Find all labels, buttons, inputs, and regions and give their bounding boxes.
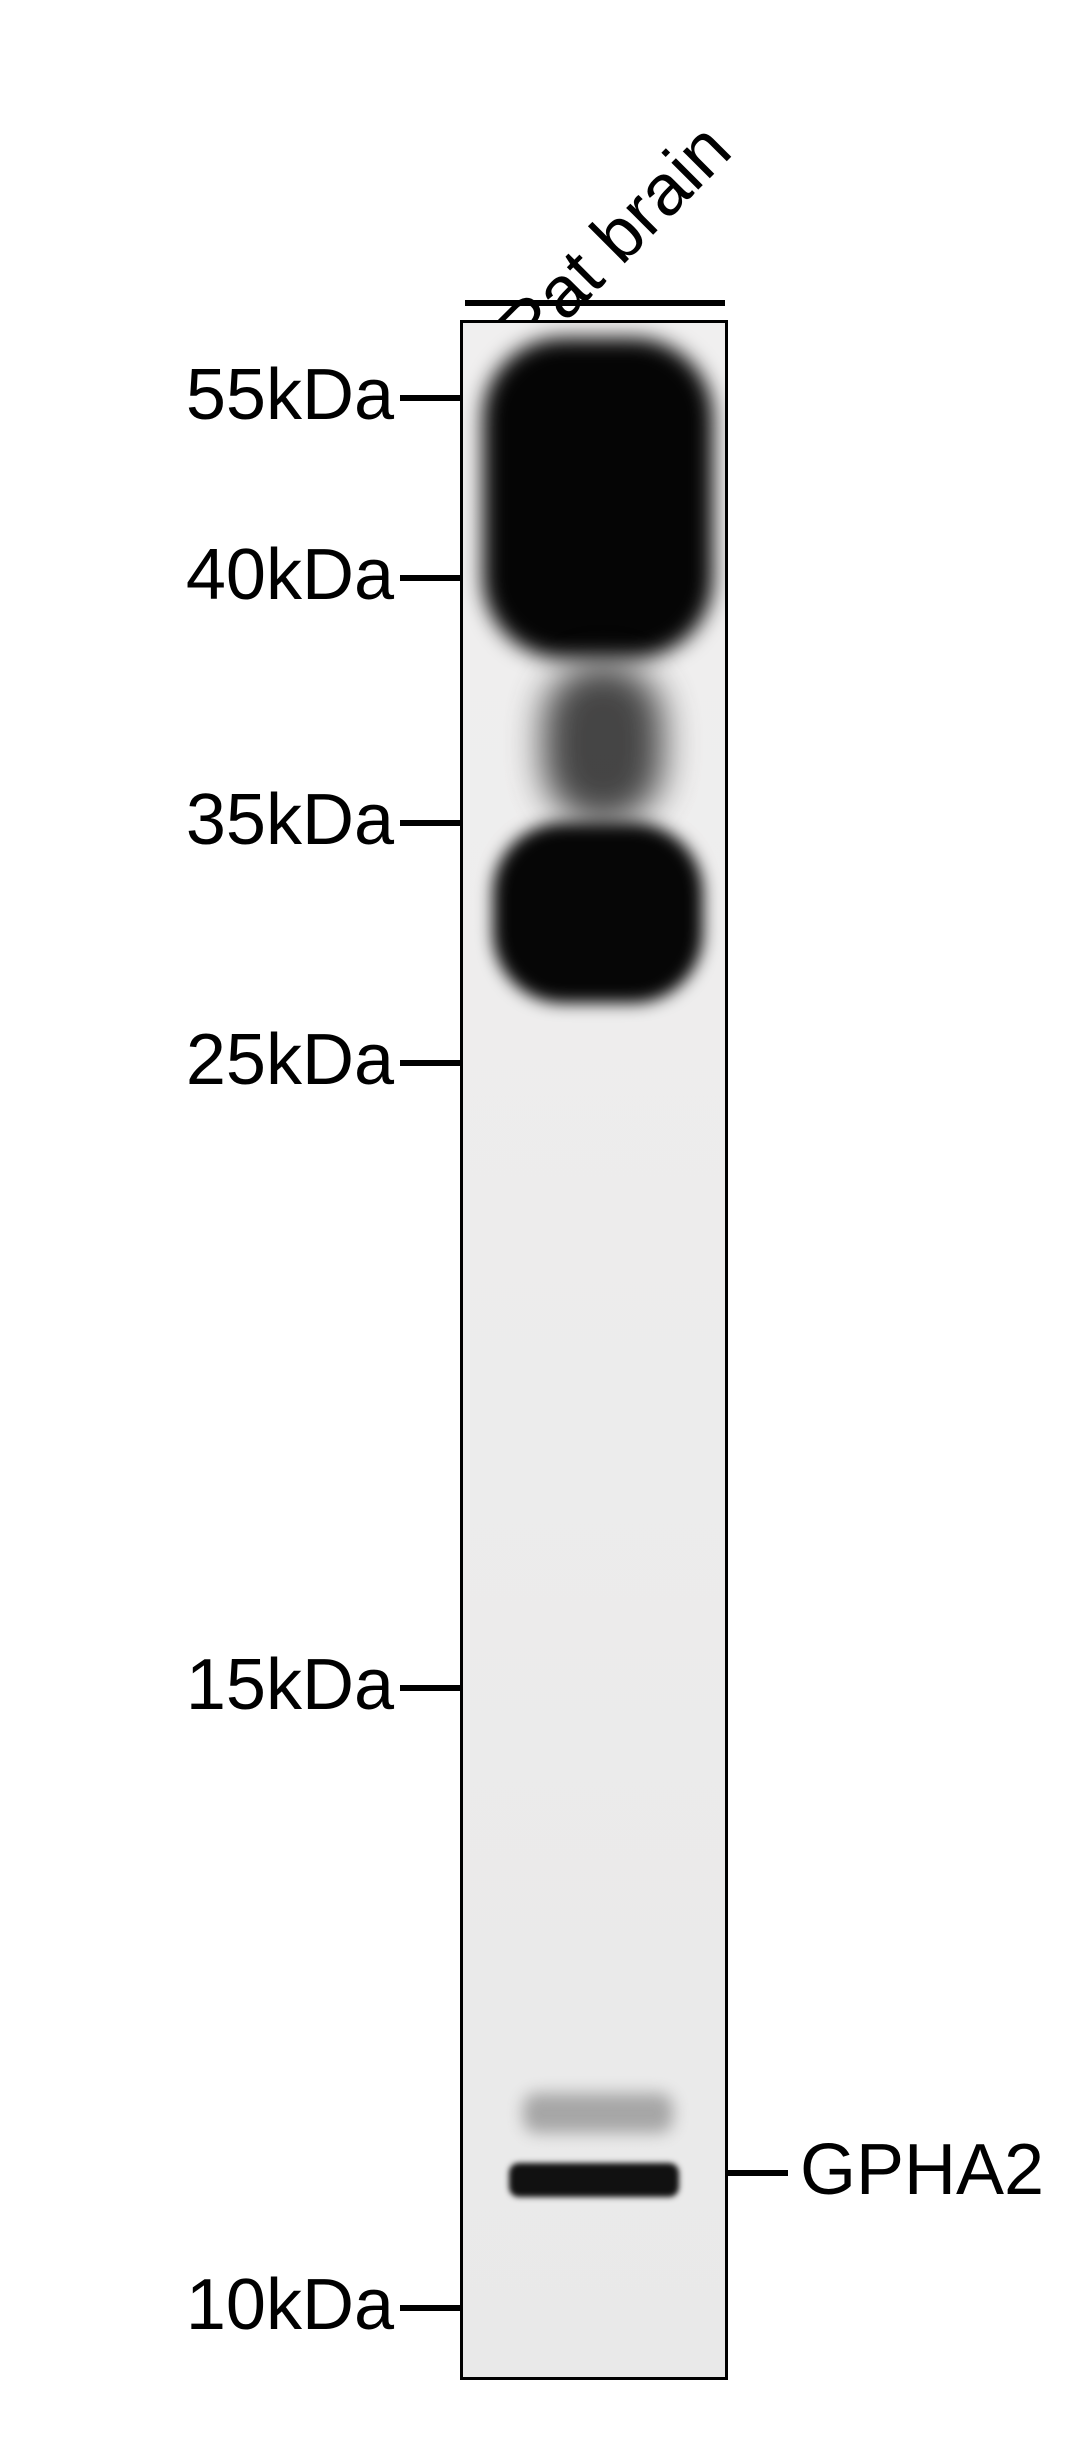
blot-band (483, 338, 713, 658)
mw-label: 55kDa (114, 359, 394, 431)
mw-tick (400, 1060, 460, 1066)
western-blot-figure: Rat brain 55kDa40kDa35kDa25kDa15kDa10kDa… (0, 0, 1080, 2439)
lane-underline (465, 300, 725, 306)
target-tick (728, 2170, 788, 2176)
mw-label: 10kDa (114, 2269, 394, 2341)
target-label: GPHA2 (800, 2134, 1044, 2206)
blot-band (493, 823, 703, 1003)
blot-band (509, 2163, 679, 2197)
mw-label: 15kDa (114, 1649, 394, 1721)
mw-tick (400, 575, 460, 581)
blot-frame (460, 320, 728, 2380)
mw-label: 35kDa (114, 784, 394, 856)
mw-label: 25kDa (114, 1024, 394, 1096)
mw-tick (400, 2305, 460, 2311)
mw-tick (400, 395, 460, 401)
blot-lane (463, 323, 725, 2377)
mw-tick (400, 1685, 460, 1691)
blot-band (543, 663, 663, 823)
blot-band (523, 2093, 673, 2133)
mw-label: 40kDa (114, 539, 394, 611)
mw-tick (400, 820, 460, 826)
